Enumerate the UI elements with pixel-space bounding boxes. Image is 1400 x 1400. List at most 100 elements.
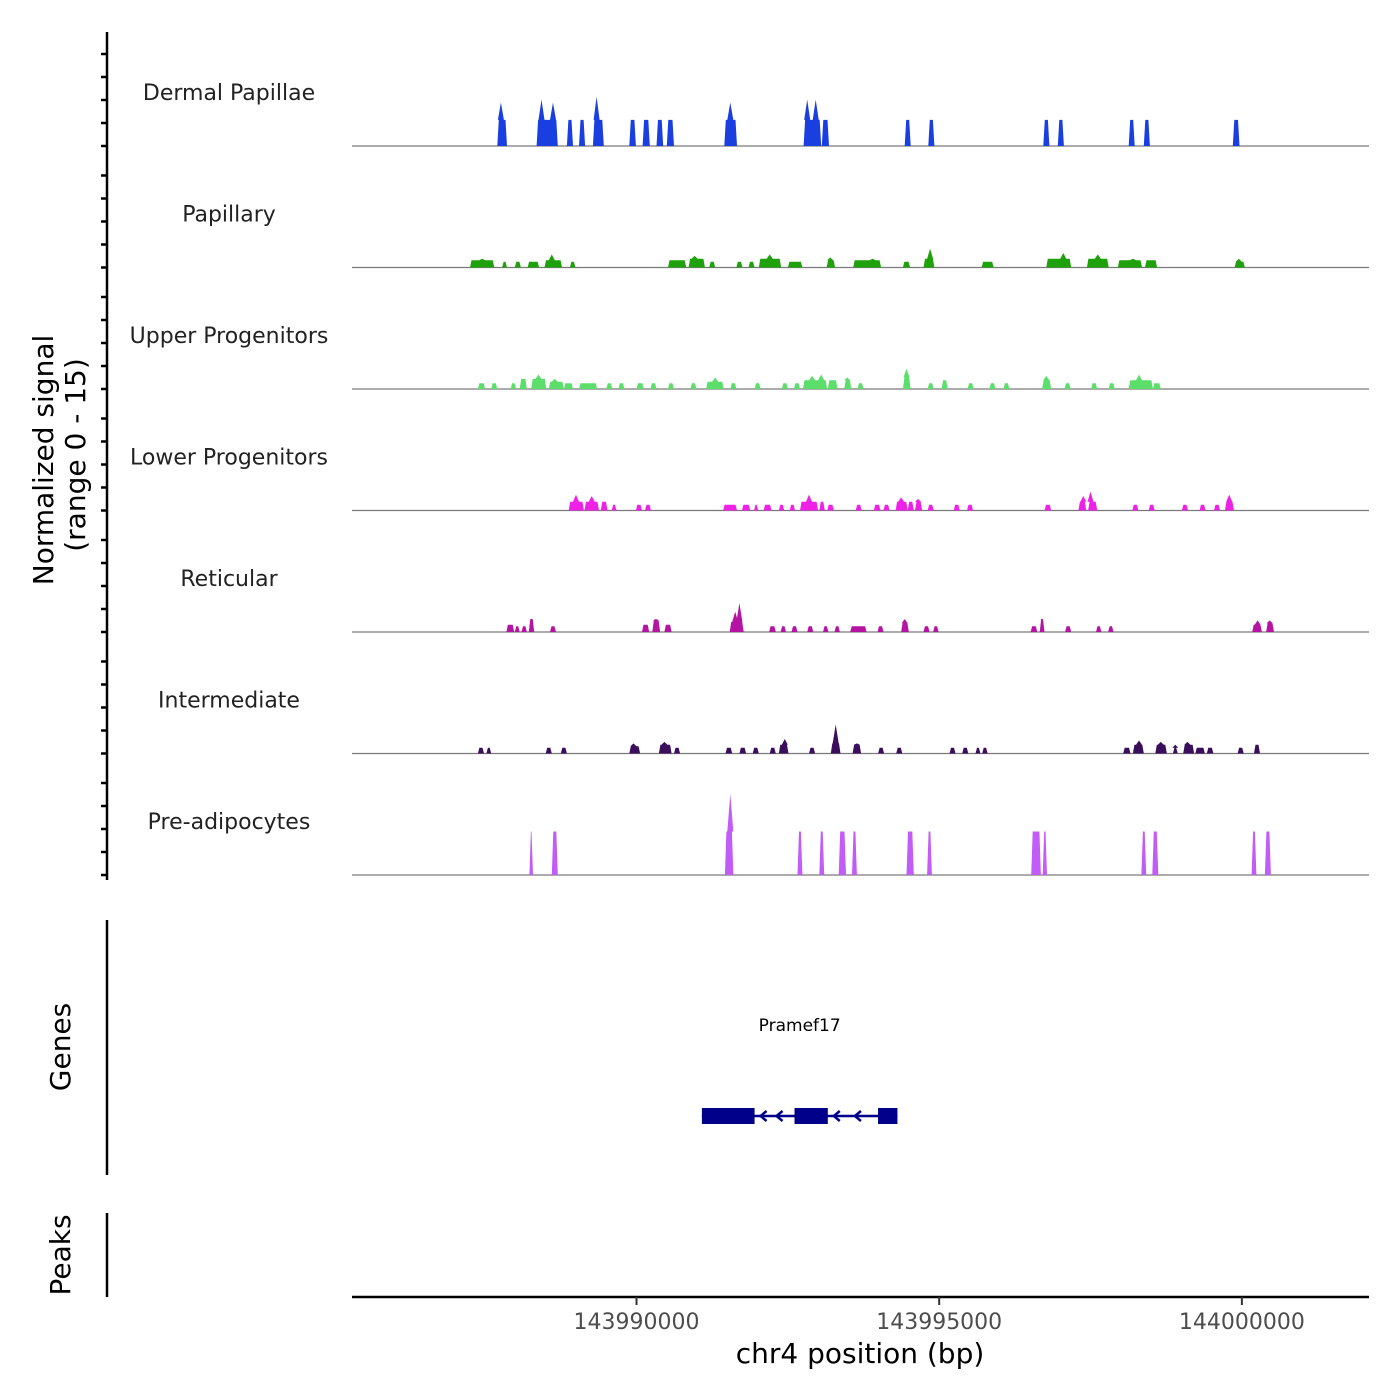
signal-peak [724, 793, 734, 875]
signal-peak [656, 119, 664, 146]
signal-peak [873, 504, 881, 511]
signal-peak [592, 96, 604, 146]
signal-peak [1206, 747, 1214, 754]
signal-peak [883, 504, 890, 511]
signal-peak [579, 119, 586, 146]
signal-peak [923, 626, 930, 632]
signal-peak [906, 831, 914, 875]
signal-peak [927, 504, 934, 511]
signal-peak [781, 383, 788, 389]
signal-peak [853, 258, 882, 268]
signal-peak [568, 494, 584, 511]
signal-peak [819, 831, 825, 875]
signal-peak [830, 724, 841, 754]
signal-peak [780, 626, 786, 632]
signal-peak [514, 261, 521, 268]
signal-peak [1224, 494, 1234, 511]
signal-peak [902, 261, 911, 268]
signal-peak [497, 102, 507, 146]
x-tick-label: 143995000 [876, 1310, 1002, 1335]
track-pre-adipocytes: Pre-adipocytes [148, 793, 1369, 876]
signal-peak [1096, 626, 1102, 632]
signal-peak [1042, 831, 1047, 875]
track-label: Reticular [180, 567, 278, 592]
signal-peak [1155, 741, 1167, 754]
signal-peak [852, 831, 857, 875]
signal-peak [758, 254, 782, 268]
signal-peak [1264, 831, 1271, 875]
signal-peak [470, 258, 495, 268]
signal-peak [953, 504, 960, 511]
signal-peak [536, 99, 558, 146]
signal-peak [600, 501, 608, 511]
signal-peak [1199, 504, 1206, 511]
signal-peak [723, 504, 737, 511]
signal-peak [857, 383, 864, 389]
signal-peak [949, 747, 956, 754]
signal-peak [739, 747, 747, 754]
signal-peak [1251, 831, 1257, 875]
signal-peak [915, 498, 923, 511]
track-label: Intermediate [158, 689, 300, 714]
signal-peak [877, 626, 884, 632]
signal-peak [827, 504, 834, 511]
signal-peak [477, 747, 484, 754]
signal-peak [1183, 741, 1195, 754]
signal-peak [982, 747, 988, 754]
signal-peak [975, 747, 981, 754]
signal-peak [901, 619, 909, 632]
track-label: Upper Progenitors [130, 324, 329, 349]
signal-peak [1065, 626, 1072, 632]
signal-peak [730, 383, 737, 389]
signal-peak [1128, 374, 1153, 389]
signal-peak [778, 504, 785, 511]
signal-peak [896, 747, 903, 754]
peaks-panel-label: Peaks [44, 1214, 77, 1295]
signal-peak [967, 383, 974, 389]
signal-peak [724, 102, 737, 146]
track-label: Papillary [182, 203, 276, 228]
signal-peak [1132, 740, 1144, 754]
signal-peak [477, 383, 486, 389]
signal-peak [1232, 119, 1240, 146]
signal-peak [803, 99, 822, 146]
signal-peak [666, 119, 674, 146]
signal-peak [729, 603, 744, 632]
signal-peak [563, 383, 573, 389]
signal-peak [606, 383, 613, 389]
signal-peak [769, 626, 776, 632]
strand-arrow [852, 1110, 862, 1122]
signal-peak [611, 504, 617, 511]
signal-peak [826, 257, 836, 268]
signal-peak [629, 119, 636, 146]
signal-peak [844, 377, 852, 389]
signal-peak [1252, 620, 1262, 632]
track-reticular: Reticular [180, 567, 1369, 633]
signal-peak [1117, 258, 1142, 268]
signal-peak [519, 378, 527, 389]
signal-peak [878, 747, 885, 754]
signal-peak [803, 374, 828, 389]
signal-peak [709, 261, 716, 268]
signal-peak [928, 119, 935, 146]
signal-peak [962, 747, 969, 754]
signal-peak [658, 741, 672, 754]
signal-peak [904, 119, 911, 146]
strand-arrow [758, 1110, 768, 1122]
signal-peak [1254, 744, 1260, 754]
signal-peak [652, 619, 661, 632]
signal-peak [1266, 620, 1274, 632]
signal-peak [629, 743, 641, 754]
signal-peak [789, 504, 796, 511]
signal-peak [1132, 504, 1139, 511]
signal-peak [855, 504, 862, 511]
signal-peak [941, 380, 948, 389]
signal-peak [1172, 744, 1179, 754]
signal-peak [1128, 119, 1135, 146]
signal-peak [1141, 831, 1147, 875]
signal-peak [807, 626, 814, 632]
track-dermal-papillae: Dermal Papillae [143, 81, 1369, 147]
signal-peak [1064, 383, 1071, 389]
signal-peak [510, 383, 517, 389]
signal-peak [923, 248, 935, 268]
